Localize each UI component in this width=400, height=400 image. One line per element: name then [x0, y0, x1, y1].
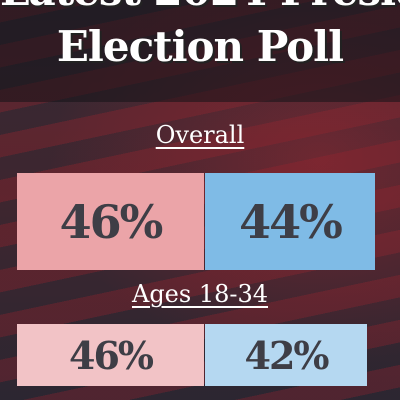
candidate-a-share: 46%	[17, 324, 204, 386]
candidate-a-share: 46%	[17, 173, 204, 270]
section-label: Ages 18-34	[131, 280, 269, 308]
candidate-b-share: 42%	[205, 324, 367, 386]
header-band	[0, 0, 400, 102]
section-label: Overall	[155, 121, 245, 149]
title-line: Election Poll	[56, 22, 344, 71]
title-line: Latest 2024 Presidential	[0, 0, 400, 15]
candidate-b-share: 44%	[205, 173, 375, 270]
